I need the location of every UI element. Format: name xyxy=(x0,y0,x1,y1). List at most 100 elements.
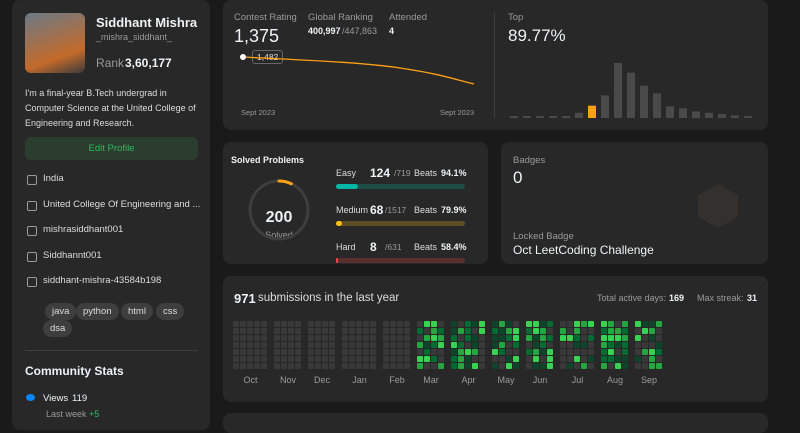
heatmap-cell xyxy=(261,356,267,362)
heatmap-cell xyxy=(254,321,260,327)
histogram-bar xyxy=(692,111,700,118)
beats-label: Beats xyxy=(414,168,438,178)
heatmap-cell xyxy=(601,342,607,348)
heatmap-cell xyxy=(540,356,546,362)
heatmap-cell xyxy=(526,342,532,348)
heatmap-cell xyxy=(458,349,464,355)
heatmap-cell xyxy=(533,363,539,369)
heatmap-cell xyxy=(479,321,485,327)
heatmap-cell xyxy=(322,321,328,327)
heatmap-cell xyxy=(560,363,566,369)
heatmap-cell xyxy=(295,328,301,334)
month-label: Dec xyxy=(313,375,330,385)
heatmap-cell xyxy=(649,328,655,334)
rank: 3,60,177 xyxy=(125,56,172,70)
heatmap-cell xyxy=(451,328,457,334)
heatmap-cell xyxy=(560,356,566,362)
heatmap-cell xyxy=(417,349,423,355)
heatmap-cell xyxy=(560,328,566,334)
histogram-bar xyxy=(549,116,557,118)
heatmap-cell xyxy=(233,349,239,355)
heatmap-cell xyxy=(240,342,246,348)
heatmap-cell xyxy=(390,342,396,348)
heatmap-cell xyxy=(451,321,457,327)
heatmap-cell xyxy=(472,356,478,362)
heatmap-cell xyxy=(281,356,287,362)
skill-tag: html xyxy=(121,303,153,320)
heatmap-cell xyxy=(608,342,614,348)
heatmap-cell xyxy=(356,335,362,341)
submission-label: submissions in the last year xyxy=(258,292,400,304)
heatmap-cell xyxy=(274,342,280,348)
heatmap-cell xyxy=(560,342,566,348)
heatmap-cell xyxy=(233,321,239,327)
heatmap-cell xyxy=(506,328,512,334)
heatmap-cell xyxy=(274,363,280,369)
histogram-bar xyxy=(601,95,609,118)
heatmap-cell xyxy=(649,342,655,348)
heatmap-cell xyxy=(390,356,396,362)
heatmap-cell xyxy=(397,328,403,334)
heatmap-cell xyxy=(588,335,594,341)
heatmap-cell xyxy=(356,328,362,334)
heatmap-cell xyxy=(363,321,369,327)
histogram-bar xyxy=(666,106,674,118)
heatmap-cell xyxy=(233,342,239,348)
heatmap-cell xyxy=(370,328,376,334)
heatmap-cell xyxy=(642,356,648,362)
heatmap-cell xyxy=(383,363,389,369)
detail-icon xyxy=(27,200,37,211)
heatmap-cell xyxy=(642,349,648,355)
level-bar xyxy=(336,221,342,226)
heatmap-cell xyxy=(424,356,430,362)
skill-tag: css xyxy=(156,303,185,320)
heatmap-cell xyxy=(581,335,587,341)
heatmap-cell xyxy=(247,335,253,341)
x-end: Sept 2023 xyxy=(440,108,475,117)
heatmap-cell xyxy=(431,335,437,341)
heatmap-cell xyxy=(390,363,396,369)
heatmap-cell xyxy=(567,321,573,327)
heatmap-cell xyxy=(635,342,641,348)
heatmap-cell xyxy=(274,349,280,355)
skill-tag: python xyxy=(76,303,119,320)
month-label: Apr xyxy=(461,375,476,385)
heatmap-cell xyxy=(451,363,457,369)
heatmap-cell xyxy=(581,363,587,369)
heatmap-cell xyxy=(370,335,376,341)
solved-count: 200 xyxy=(265,209,293,226)
heatmap-cell xyxy=(608,363,614,369)
heatmap-cell xyxy=(404,356,410,362)
heatmap-cell xyxy=(431,342,437,348)
heatmap-cell xyxy=(261,328,267,334)
heatmap-cell xyxy=(417,342,423,348)
heatmap-cell xyxy=(533,328,539,334)
heatmap-cell xyxy=(458,335,464,341)
heatmap-cell xyxy=(560,335,566,341)
views: 119 xyxy=(72,393,88,404)
detail-text: India xyxy=(43,173,64,184)
heatmap-cell xyxy=(342,356,348,362)
active-days: 169 xyxy=(669,293,685,303)
heatmap-cell xyxy=(254,335,260,341)
heatmap-cell xyxy=(431,321,437,327)
heatmap-cell xyxy=(240,363,246,369)
heatmap-cell xyxy=(635,356,641,362)
heatmap-cell xyxy=(622,349,628,355)
detail-icon xyxy=(27,277,37,287)
level-track xyxy=(336,258,465,263)
heatmap-cell xyxy=(329,356,335,362)
global-rank: 400,997 xyxy=(308,26,341,36)
heatmap-cell xyxy=(479,349,485,355)
edit-profile-button[interactable]: Edit Profile xyxy=(25,137,198,160)
heatmap-cell xyxy=(601,335,607,341)
heatmap-cell xyxy=(424,328,430,334)
heatmap-cell xyxy=(308,321,314,327)
heatmap-cell xyxy=(472,328,478,334)
heatmap-cell xyxy=(465,335,471,341)
month-label: Jul xyxy=(571,375,584,385)
heatmap-cell xyxy=(601,356,607,362)
heatmap-cell xyxy=(540,349,546,355)
heatmap-cell xyxy=(349,342,355,348)
heatmap-cell xyxy=(315,321,321,327)
